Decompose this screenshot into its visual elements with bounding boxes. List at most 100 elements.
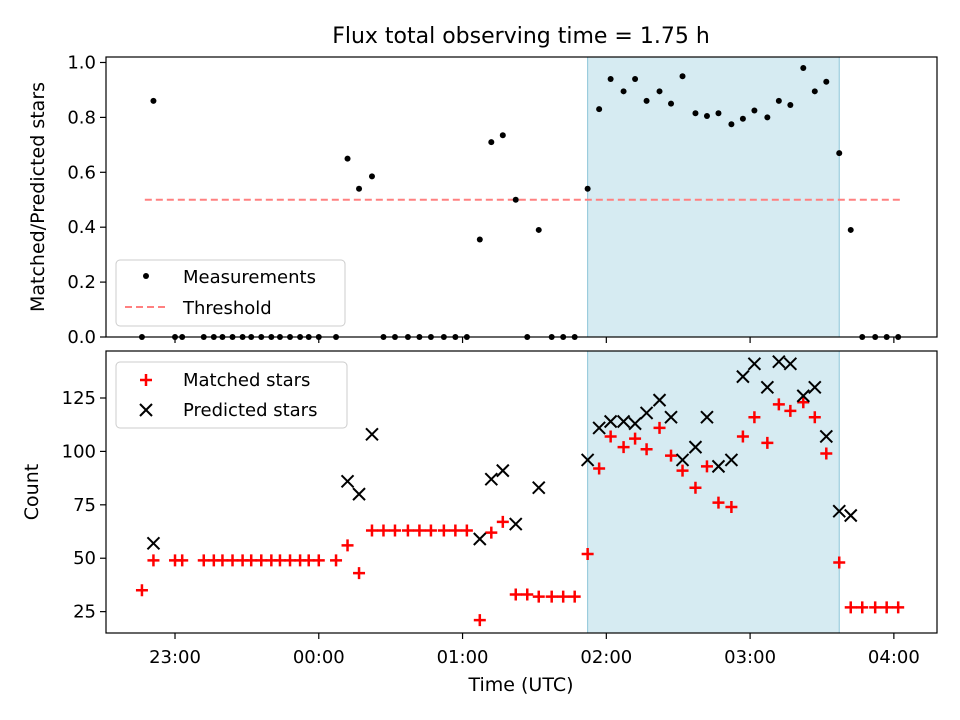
measurement-point — [596, 106, 603, 113]
observing-window-band-bottom — [587, 350, 840, 634]
legend-predicted-label: Predicted stars — [183, 400, 317, 421]
matched-star-point — [532, 590, 545, 603]
matched-star-point — [772, 398, 785, 411]
measurement-point — [787, 102, 794, 109]
matched-star-point — [892, 601, 905, 614]
matched-star-point — [273, 554, 286, 567]
top-y-tick-label: 0.8 — [67, 107, 96, 128]
matched-star-point — [245, 554, 258, 567]
predicted-star-point — [532, 481, 546, 495]
measurement-point — [692, 110, 699, 117]
predicted-star-point — [580, 453, 595, 467]
matched-star-point — [665, 449, 678, 462]
predicted-star-point — [711, 459, 726, 474]
matched-star-point — [485, 526, 498, 539]
matched-stars-points — [135, 396, 905, 627]
top-y-axis: 0.0 0.2 0.4 0.6 0.8 1.0 — [67, 52, 106, 348]
predicted-star-point — [675, 453, 690, 467]
measurement-point — [751, 107, 758, 114]
measurement-point — [715, 110, 722, 117]
top-axes-frame — [105, 56, 938, 338]
matched-star-point — [365, 524, 378, 537]
matched-star-point — [833, 556, 846, 569]
matched-star-point — [557, 590, 570, 603]
matched-star-point — [581, 547, 594, 560]
measurement-point — [847, 226, 854, 233]
bottom-y-tick-label: 100 — [62, 441, 96, 462]
predicted-star-point — [772, 354, 786, 369]
measurement-point — [512, 196, 519, 203]
predicted-star-point — [747, 357, 762, 371]
predicted-star-point — [832, 504, 846, 518]
predicted-star-point — [844, 508, 858, 523]
matched-star-point — [197, 554, 210, 567]
measurement-point — [632, 75, 639, 82]
measurement-point — [703, 113, 710, 120]
matched-star-point — [748, 411, 761, 424]
predicted-star-point — [700, 410, 714, 424]
x-tick-label: 04:00 — [868, 647, 920, 668]
predicted-star-point — [146, 536, 161, 550]
matched-star-point — [604, 430, 617, 443]
x-tick-label: 03:00 — [724, 647, 776, 668]
matched-star-point — [226, 554, 239, 567]
matched-star-point — [330, 554, 343, 567]
matched-star-point — [856, 601, 869, 614]
observing-window-shading-top — [587, 56, 840, 338]
measurement-point — [811, 88, 818, 95]
predicted-star-point — [496, 463, 510, 478]
top-x-ticks — [174, 337, 895, 343]
measurement-point — [584, 185, 591, 192]
predicted-star-point — [796, 389, 810, 403]
matched-star-point — [216, 554, 229, 567]
matched-star-point — [312, 554, 325, 567]
matched-star-point — [437, 524, 450, 537]
matched-star-point — [401, 524, 414, 537]
matched-star-point — [353, 567, 366, 580]
bottom-y-tick-label: 75 — [73, 495, 96, 516]
matched-star-point — [496, 515, 509, 528]
x-axis-label: Time (UTC) — [467, 674, 573, 696]
predicted-star-point — [664, 410, 678, 424]
legend-threshold-label: Threshold — [182, 298, 272, 319]
matched-star-point — [388, 524, 401, 537]
predicted-star-point — [603, 414, 618, 429]
measurement-point — [679, 73, 686, 80]
bottom-legend: Matched stars Predicted stars — [115, 361, 348, 429]
matched-star-point — [712, 496, 725, 509]
measurement-point — [668, 100, 675, 107]
predicted-star-point — [808, 380, 822, 395]
top-legend: Measurements Threshold — [115, 259, 346, 327]
bottom-y-axis-label: Count — [21, 464, 43, 520]
matched-star-point — [784, 404, 797, 417]
matched-star-point — [460, 524, 473, 537]
matched-star-point — [449, 524, 462, 537]
matched-star-point — [413, 524, 426, 537]
matched-star-point — [424, 524, 437, 537]
matched-star-point — [545, 590, 558, 603]
predicted-star-point — [688, 440, 703, 454]
bottom-y-tick-label: 125 — [62, 388, 96, 409]
predicted-star-point — [628, 416, 642, 431]
predicted-star-point — [340, 474, 355, 489]
top-y-tick-label: 0.6 — [67, 162, 96, 183]
legend-matched-marker — [140, 374, 152, 386]
predicted-star-point — [724, 453, 739, 467]
measurement-point — [656, 88, 663, 95]
predicted-star-point — [639, 406, 654, 420]
predicted-star-point — [352, 487, 366, 501]
predicted-star-point — [616, 414, 631, 429]
legend-matched-label: Matched stars — [183, 370, 310, 391]
matched-star-point — [808, 411, 821, 424]
matched-star-point — [676, 464, 689, 477]
measurement-point — [476, 236, 483, 243]
measurement-point — [823, 78, 830, 85]
matched-star-point — [844, 601, 857, 614]
x-tick-label: 01:00 — [437, 647, 489, 668]
measurement-point — [607, 75, 614, 82]
matched-star-point — [700, 460, 713, 473]
top-y-tick-label: 0.2 — [67, 272, 96, 293]
predicted-star-point — [783, 357, 798, 371]
top-y-axis-label: Matched/Predicted stars — [27, 82, 49, 312]
matched-star-point — [653, 421, 666, 434]
